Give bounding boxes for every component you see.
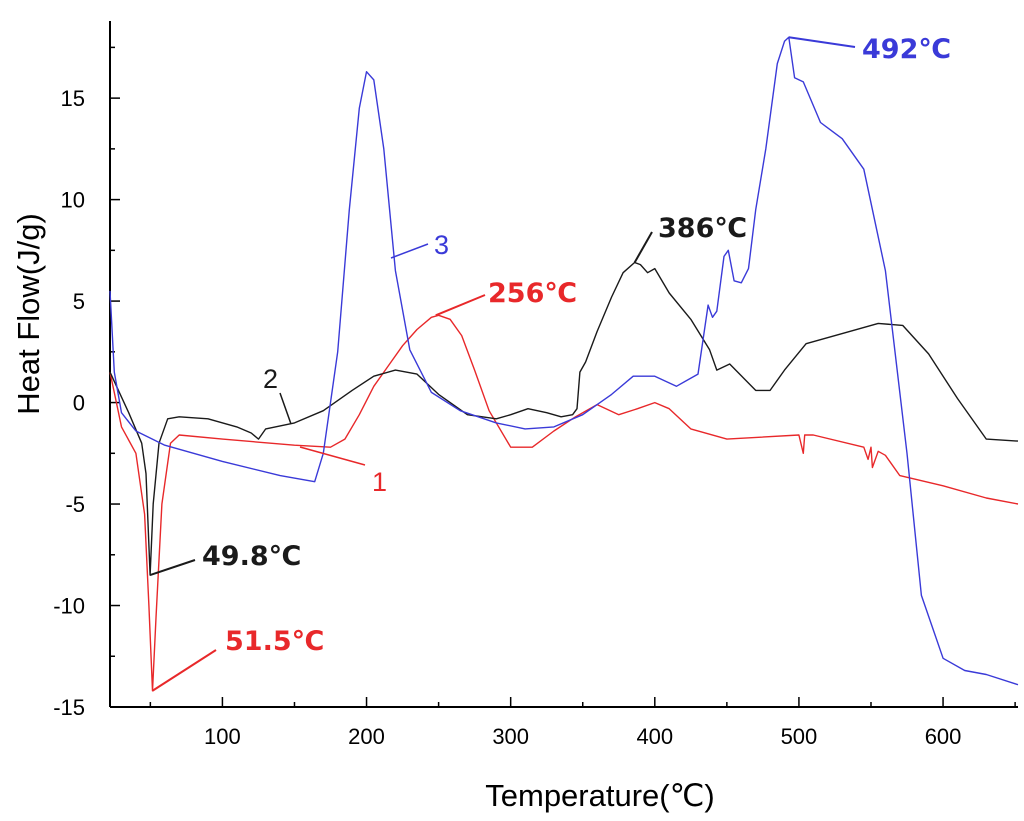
x-tick-label: 300 <box>492 724 529 749</box>
x-axis-title: Temperature(℃) <box>485 778 715 813</box>
x-ticks: 100 200 300 400 500 600 <box>149 697 1016 749</box>
y-tick-label: 0 <box>73 391 85 416</box>
series-line-3 <box>109 36 1019 686</box>
curve-label-1: 1 <box>372 467 387 497</box>
annotation-label: 49.8℃ <box>202 541 301 572</box>
annotation-label: 492℃ <box>862 34 951 65</box>
annotation-label: 386℃ <box>658 213 747 244</box>
annotation-label: 51.5℃ <box>225 626 324 657</box>
y-tick-label: -10 <box>53 594 85 619</box>
curve-label-3: 3 <box>434 230 449 260</box>
x-tick-label: 200 <box>348 724 385 749</box>
y-tick-label: 15 <box>61 86 85 111</box>
annotation-leader <box>633 231 653 264</box>
curve-label-leader <box>279 392 292 425</box>
x-tick-label: 500 <box>781 724 818 749</box>
y-ticks: -15 -10 -5 0 5 10 15 <box>53 46 120 720</box>
y-tick-label: -15 <box>53 695 85 720</box>
y-tick-label: 5 <box>73 289 85 314</box>
y-axis-title: Heat Flow(J/g) <box>11 213 46 415</box>
curve-label-leader <box>299 446 366 466</box>
x-tick-label: 600 <box>925 724 962 749</box>
y-tick-label: -5 <box>65 492 85 517</box>
y-tick-label: 10 <box>61 188 85 213</box>
annotation-leader <box>151 649 217 692</box>
curve-label-leader <box>390 243 429 259</box>
series-lines <box>109 36 1019 692</box>
x-tick-label: 100 <box>204 724 241 749</box>
axes <box>109 21 1018 708</box>
curve-label-2: 2 <box>263 364 278 394</box>
curve-labels: 1 2 3 <box>263 230 449 497</box>
x-tick-label: 400 <box>636 724 673 749</box>
annotation-leader <box>149 559 196 577</box>
annotations: 51.5℃ 49.8℃ 256℃ 386℃ 492℃ <box>149 34 951 692</box>
annotation-label: 256℃ <box>488 278 577 309</box>
annotation-leader <box>788 36 856 48</box>
series-line-2 <box>109 261 1019 576</box>
annotation-leader <box>435 294 486 317</box>
series-line-1 <box>109 314 1019 692</box>
